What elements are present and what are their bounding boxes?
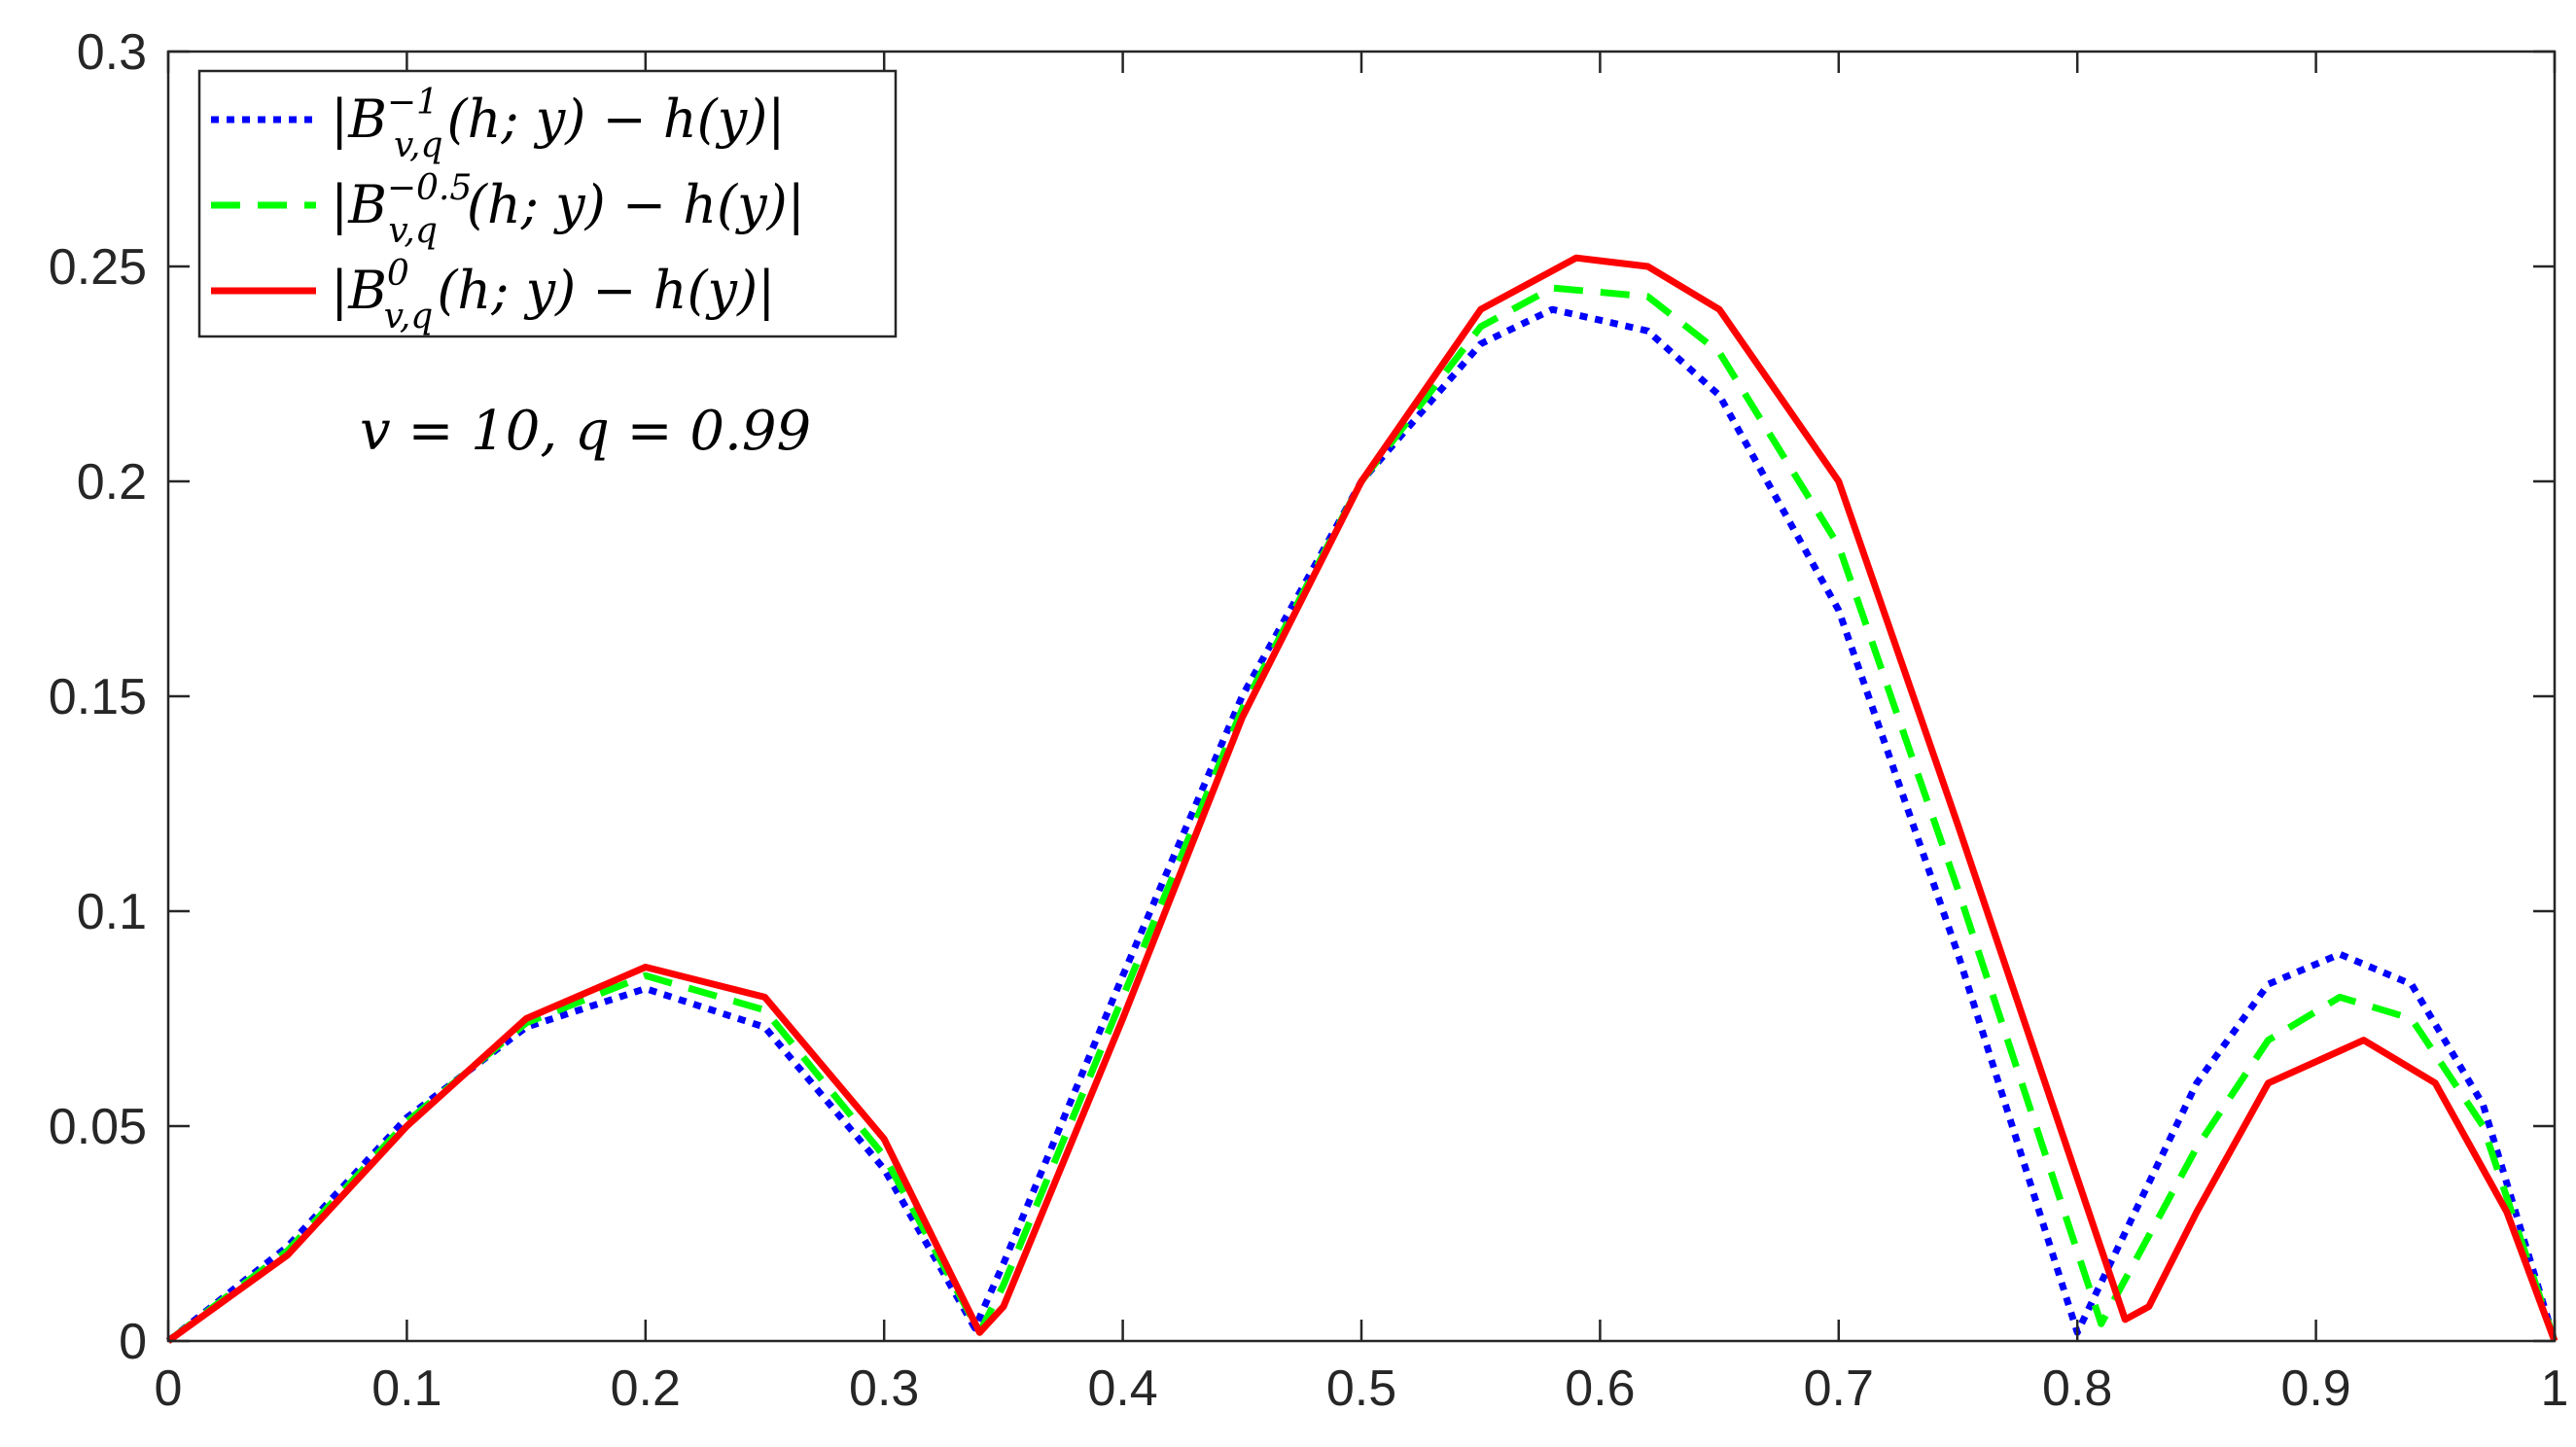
series-layer (165, 254, 2558, 1344)
series-line-1 (165, 305, 2558, 1344)
series-line-3 (165, 254, 2558, 1344)
x-tick-label: 0.1 (371, 1360, 441, 1417)
legend-label-3: |B0 v,q(h; y) − h(y)| (331, 254, 775, 336)
legend-label-2: |B−0.5 v,q (h; y) − h(y)| (331, 168, 805, 251)
y-tick-label: 0.3 (77, 24, 147, 81)
x-tick-label: 1 (2541, 1360, 2569, 1417)
series-line-2 (165, 284, 2558, 1344)
x-tick-label: 0 (155, 1360, 183, 1417)
x-tick-label: 0.8 (2042, 1360, 2112, 1417)
x-tick-label: 0.2 (611, 1360, 681, 1417)
x-tick-label: 0.7 (1804, 1360, 1874, 1417)
x-tick-label: 0.3 (849, 1360, 919, 1417)
y-tick-label: 0.25 (49, 239, 147, 296)
x-tick-label: 0.4 (1087, 1360, 1157, 1417)
y-tick-label: 0 (119, 1314, 147, 1370)
ticks-layer: 0 0.1 0.2 0.3 0.4 0.5 0.6 0.7 0.8 0.9 1 0 0.05 0.1 0.1… (49, 24, 2569, 1417)
parameter-annotation: v = 10, q = 0.99 (360, 400, 811, 463)
legend-label-1: |B−1 v,q(h; y) − h(y)| (331, 83, 786, 165)
y-tick-label: 0.1 (77, 884, 147, 940)
x-tick-label: 0.5 (1326, 1360, 1396, 1417)
y-tick-label: 0.15 (49, 669, 147, 725)
x-tick-label: 0.6 (1565, 1360, 1635, 1417)
x-tick-label: 0.9 (2280, 1360, 2350, 1417)
legend: |B−1 v,q(h; y) − h(y)||B−0.5 v,q (h; y) − h… (197, 69, 898, 338)
y-tick-label: 0.2 (77, 454, 147, 511)
y-tick-label: 0.05 (49, 1099, 147, 1155)
